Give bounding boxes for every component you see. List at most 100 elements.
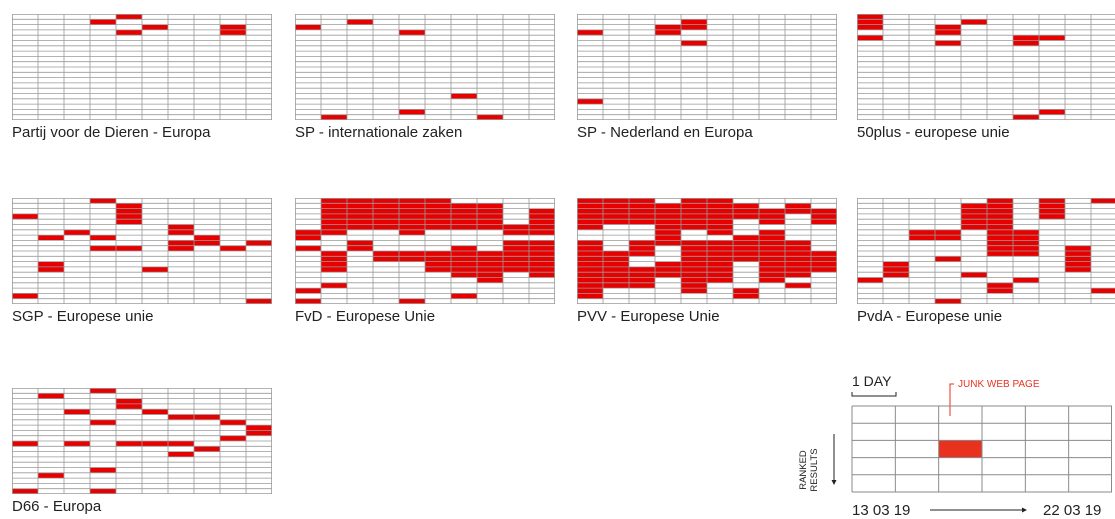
junk-cell [785, 256, 811, 262]
panel-title: SGP - Europese unie [12, 308, 154, 325]
junk-cell [451, 213, 477, 220]
junk-cell [759, 219, 785, 225]
junk-cell [399, 29, 425, 36]
legend-key: 1 DAY JUNK WEB PAGE RANKED RESULTS 13 03… [796, 370, 1114, 519]
junk-cell [987, 198, 1013, 204]
junk-cell [321, 219, 347, 225]
junk-cell [707, 240, 733, 246]
junk-cell [347, 213, 373, 220]
junk-cell [759, 261, 785, 267]
junk-cell [1039, 203, 1065, 209]
junk-cell [707, 213, 733, 220]
heatmap-panel: 50plus - europese unie [857, 14, 1115, 142]
junk-cell [961, 224, 987, 230]
junk-cell [64, 441, 90, 447]
junk-cell [961, 272, 987, 278]
junk-cell [785, 245, 811, 251]
junk-cell [373, 224, 399, 230]
junk-cell [425, 256, 451, 262]
junk-cell [477, 203, 503, 209]
junk-cell [38, 266, 64, 273]
junk-cell [347, 198, 373, 204]
junk-cell [321, 266, 347, 273]
junk-cell [603, 272, 629, 278]
junk-cell [603, 261, 629, 267]
junk-cell [477, 272, 503, 278]
junk-cell [116, 219, 142, 225]
junk-cell [629, 219, 655, 225]
junk-cell [399, 109, 425, 115]
heatmap-svg [12, 14, 272, 120]
junk-cell [707, 203, 733, 209]
junk-cell [961, 213, 987, 220]
junk-cell [399, 198, 425, 204]
junk-cell [399, 224, 425, 230]
junk-cell [425, 251, 451, 257]
junk-cell [38, 472, 64, 479]
junk-cell [629, 198, 655, 204]
junk-cell [529, 251, 555, 257]
junk-cell [116, 208, 142, 214]
junk-cell [857, 19, 883, 25]
panel-title: 50plus - europese unie [857, 124, 1010, 141]
junk-cell [220, 29, 246, 36]
junk-cell [707, 245, 733, 251]
junk-cell [477, 114, 503, 120]
junk-cell [1091, 198, 1115, 204]
junk-cell [785, 240, 811, 246]
junk-cell [90, 19, 116, 25]
junk-cell [64, 409, 90, 415]
junk-cell [347, 19, 373, 25]
junk-cell [759, 229, 785, 236]
junk-cell [194, 414, 220, 420]
junk-cell [759, 277, 785, 283]
junk-cell [759, 251, 785, 257]
junk-cell [477, 251, 503, 257]
junk-cell [295, 235, 321, 241]
junk-cell [733, 240, 759, 246]
junk-cell [168, 229, 194, 236]
junk-cell [987, 245, 1013, 251]
junk-cell [529, 240, 555, 246]
junk-cell [168, 224, 194, 230]
junk-cell [142, 266, 168, 273]
junk-cell [707, 219, 733, 225]
junk-cell [373, 256, 399, 262]
junk-cell [681, 40, 707, 46]
junk-cell [399, 219, 425, 225]
junk-cell [577, 208, 603, 214]
junk-cell [655, 24, 681, 30]
junk-cell [168, 441, 194, 447]
junk-cell [759, 245, 785, 251]
junk-cell [477, 208, 503, 214]
junk-cell [681, 251, 707, 257]
junk-cell [577, 288, 603, 294]
legend-y-arrow-head [831, 480, 837, 485]
junk-cell [785, 272, 811, 278]
junk-cell [987, 224, 1013, 230]
junk-cell [220, 245, 246, 251]
junk-cell [321, 282, 347, 289]
junk-cell [529, 266, 555, 273]
junk-cell [425, 208, 451, 214]
junk-cell [90, 198, 116, 204]
junk-cell [194, 446, 220, 452]
junk-cell [295, 298, 321, 304]
junk-cell [577, 203, 603, 209]
junk-cell [477, 213, 503, 220]
junk-cell [451, 208, 477, 214]
heatmap-svg [857, 198, 1115, 304]
junk-cell [733, 293, 759, 299]
junk-cell [503, 245, 529, 251]
junk-cell [681, 208, 707, 214]
junk-cell [503, 224, 529, 230]
junk-cell [90, 245, 116, 251]
junk-cell [321, 256, 347, 262]
heatmap-panel: PVV - Europese Unie [577, 198, 837, 326]
junk-cell [577, 29, 603, 36]
junk-cell [347, 245, 373, 251]
junk-cell [425, 261, 451, 267]
junk-cell [577, 256, 603, 262]
junk-cell [168, 245, 194, 251]
junk-cell [577, 272, 603, 278]
